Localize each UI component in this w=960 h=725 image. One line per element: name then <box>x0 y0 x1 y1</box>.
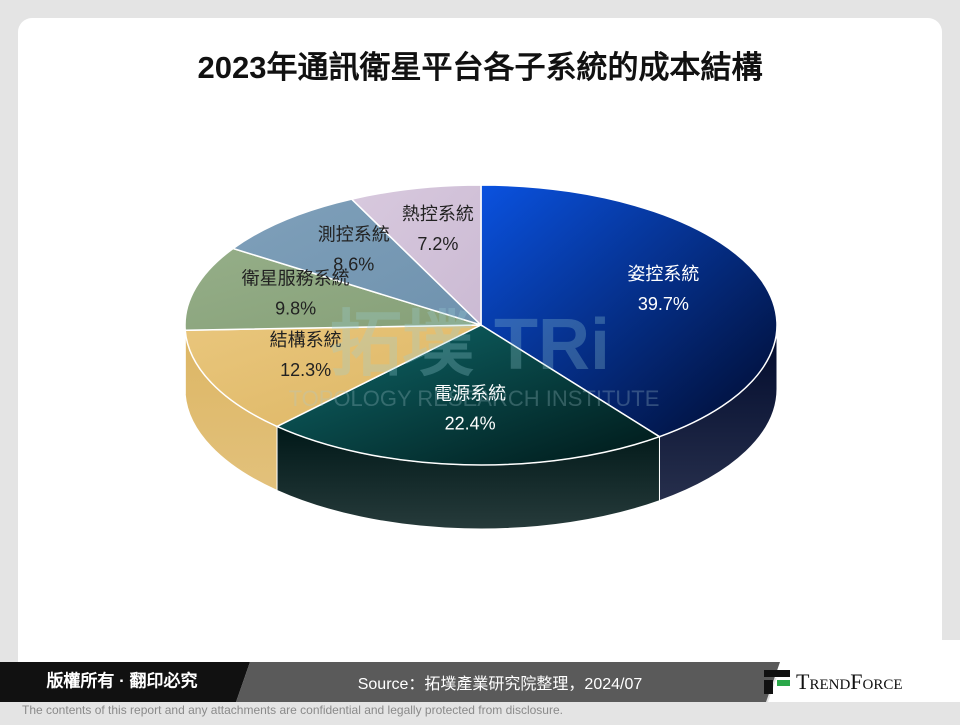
watermark-logo: 拓墣 TRi <box>330 305 610 385</box>
source-text: Source：拓墣產業研究院整理，2024/07 <box>358 675 643 693</box>
value-label: 9.8% <box>275 298 316 318</box>
logo-bar <box>777 680 790 686</box>
watermark: 拓墣 TRi TOPOLOGY RESEARCH INSTITUTE <box>289 305 660 411</box>
slice-label: 姿控系統 <box>627 264 699 284</box>
rights-text: 版權所有 · 翻印必究 <box>46 670 197 690</box>
watermark-name: TOPOLOGY RESEARCH INSTITUTE <box>289 386 660 411</box>
value-label: 39.7% <box>638 294 689 314</box>
logo-bar <box>764 680 773 694</box>
brand-text: TrendForce <box>796 669 903 694</box>
value-label: 8.6% <box>333 254 374 274</box>
value-label: 7.2% <box>417 234 458 254</box>
slice-label: 測控系統 <box>318 224 390 244</box>
value-label: 22.4% <box>445 414 496 434</box>
disclaimer: The contents of this report and any atta… <box>22 703 563 717</box>
chart-title: 2023年通訊衛星平台各子系統的成本結構 <box>198 50 763 85</box>
value-label: 12.3% <box>280 360 331 380</box>
logo-bar <box>764 670 790 677</box>
slice-label: 熱控系統 <box>402 204 474 224</box>
